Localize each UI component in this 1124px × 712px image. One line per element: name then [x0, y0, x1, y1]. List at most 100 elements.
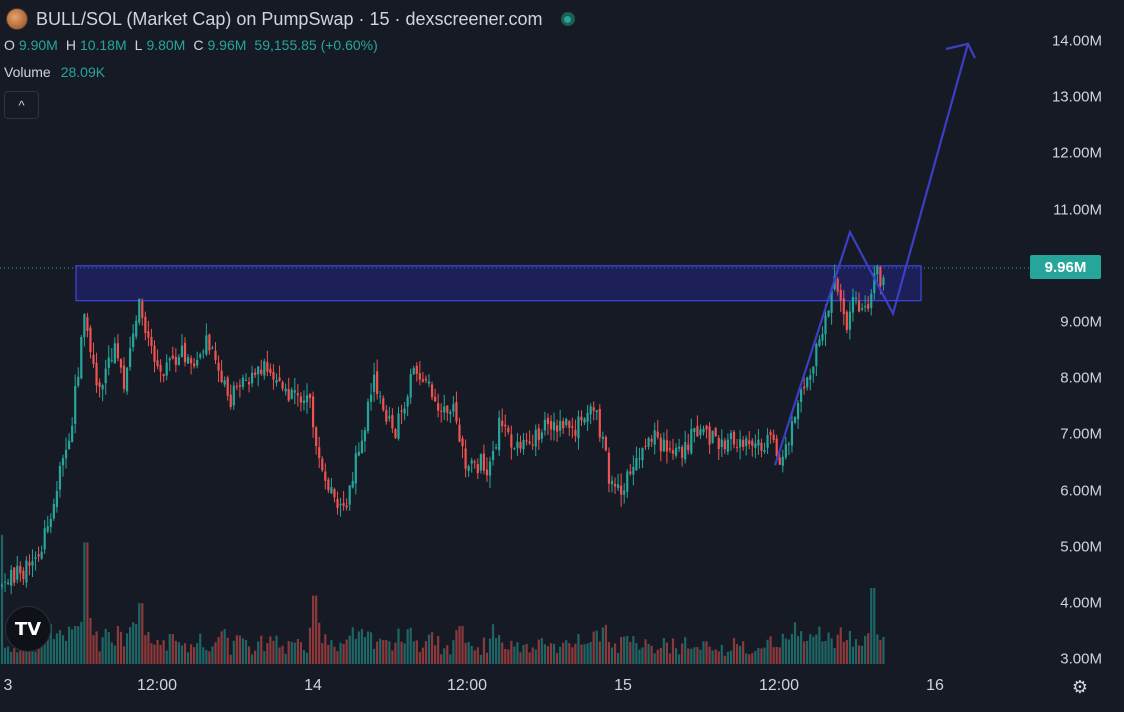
candle-body: [284, 388, 287, 392]
candle-body: [150, 336, 153, 346]
time-axis-label: 15: [614, 677, 632, 694]
candle-body: [851, 296, 855, 313]
candle-body: [818, 339, 821, 346]
candle-body: [132, 333, 135, 348]
price-axis-label: 5.00M: [1060, 538, 1102, 556]
candle-body: [290, 389, 293, 400]
candle-body: [699, 429, 702, 436]
volume-bar: [586, 643, 589, 664]
candle-body: [656, 431, 659, 438]
candle-body: [626, 471, 629, 492]
collapse-legend-button[interactable]: ^: [4, 91, 39, 119]
volume-bar: [580, 644, 583, 664]
candle-body: [58, 465, 62, 490]
candle-body: [345, 505, 348, 508]
volume-bar: [211, 646, 214, 664]
volume-bar: [86, 542, 89, 664]
volume-bar: [183, 643, 187, 664]
candle-body: [34, 557, 37, 559]
volume-bar: [162, 640, 165, 664]
volume-bar: [10, 651, 13, 664]
volume-bar: [772, 647, 775, 664]
volume-bar: [470, 646, 473, 664]
volume-bar: [52, 639, 55, 664]
volume-bar: [16, 652, 19, 664]
volume-bar: [790, 633, 794, 664]
volume-bar: [806, 640, 809, 664]
volume-bar: [129, 627, 132, 664]
volume-bar: [598, 641, 601, 664]
volume-bar: [589, 642, 592, 664]
candle-body: [830, 290, 833, 313]
volume-bar: [156, 639, 159, 664]
volume-bar: [220, 631, 223, 664]
volume-bar: [635, 643, 638, 664]
candle-body: [25, 560, 28, 583]
candle-body: [247, 381, 251, 385]
candle-body: [427, 381, 431, 384]
candle-body: [812, 366, 815, 374]
candle-body: [717, 437, 720, 450]
volume-bar: [269, 636, 272, 664]
candle-body: [766, 435, 769, 448]
volume-bar: [803, 641, 806, 664]
candle-body: [196, 359, 199, 366]
chevron-up-icon: ^: [18, 97, 25, 113]
candle-body: [403, 408, 406, 414]
volume-bar: [40, 631, 43, 664]
volume-bar: [150, 643, 153, 664]
candle-body: [687, 444, 690, 451]
candle-body: [726, 439, 729, 452]
volume-bar: [180, 645, 184, 664]
candle-body: [507, 427, 510, 433]
volume-bar: [830, 638, 833, 664]
candle-body: [77, 376, 80, 386]
candle-body: [122, 365, 126, 389]
volume-bar: [522, 644, 525, 664]
candle-body: [467, 466, 470, 472]
volume-bar: [190, 644, 193, 664]
candle-body: [778, 457, 781, 465]
volume-bar: [696, 647, 699, 664]
candle-body: [793, 416, 797, 423]
candle-body: [190, 358, 193, 364]
volume-bar: [138, 603, 141, 664]
volume-bar: [845, 640, 848, 664]
volume-bar: [714, 649, 717, 664]
volume-bar: [842, 641, 845, 664]
candle-body: [183, 342, 187, 363]
candle-body: [202, 351, 205, 353]
volume-bar: [324, 634, 327, 664]
volume-bar: [751, 653, 754, 664]
high-key: H: [65, 37, 76, 53]
volume-bar: [473, 650, 476, 664]
volume-bar: [125, 633, 129, 664]
volume-bar: [461, 626, 464, 664]
volume-bar: [330, 640, 333, 664]
candle-body: [318, 447, 321, 459]
volume-bar: [312, 595, 315, 664]
volume-bar: [336, 651, 339, 664]
candle-body: [95, 362, 98, 386]
volume-bar: [58, 630, 62, 664]
volume-bar: [769, 636, 772, 664]
candle-body: [430, 384, 434, 398]
volume-bar: [848, 630, 851, 664]
open-key: O: [4, 37, 15, 53]
volume-bar: [345, 639, 348, 664]
candle-body: [110, 360, 113, 362]
candle-body: [272, 371, 275, 380]
volume-bar: [260, 635, 263, 664]
candle-body: [589, 406, 592, 415]
candle-body: [211, 347, 214, 349]
candle-body: [141, 301, 144, 318]
volume-bar: [857, 645, 861, 664]
chart-settings-button[interactable]: ⚙: [1067, 674, 1093, 700]
volume-bar: [617, 652, 620, 664]
candle-body: [641, 447, 644, 461]
volume-bar: [284, 653, 287, 664]
volume-bar: [74, 625, 77, 664]
tradingview-logo[interactable]: TV: [5, 606, 51, 652]
candle-body: [382, 398, 385, 411]
